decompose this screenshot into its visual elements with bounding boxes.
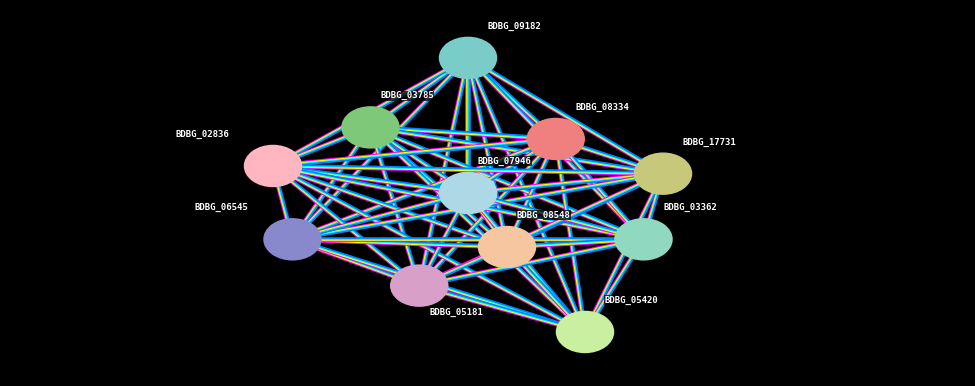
Ellipse shape — [390, 264, 448, 307]
Text: BDBG_17731: BDBG_17731 — [682, 137, 736, 147]
Text: BDBG_05181: BDBG_05181 — [429, 307, 483, 317]
Ellipse shape — [263, 218, 322, 261]
Text: BDBG_08334: BDBG_08334 — [575, 103, 629, 112]
Text: BDBG_03362: BDBG_03362 — [663, 203, 717, 212]
Text: BDBG_07946: BDBG_07946 — [478, 157, 531, 166]
Ellipse shape — [634, 152, 692, 195]
Ellipse shape — [341, 106, 400, 149]
Ellipse shape — [556, 311, 614, 353]
Ellipse shape — [478, 226, 536, 268]
Text: BDBG_03785: BDBG_03785 — [380, 91, 434, 100]
Text: BDBG_02836: BDBG_02836 — [176, 130, 229, 139]
Ellipse shape — [526, 118, 585, 160]
Ellipse shape — [244, 145, 302, 187]
Text: BDBG_05420: BDBG_05420 — [604, 296, 658, 305]
Ellipse shape — [614, 218, 673, 261]
Text: BDBG_06545: BDBG_06545 — [195, 203, 249, 212]
Text: BDBG_08548: BDBG_08548 — [517, 211, 570, 220]
Text: BDBG_09182: BDBG_09182 — [488, 22, 541, 31]
Ellipse shape — [439, 37, 497, 79]
Ellipse shape — [439, 172, 497, 214]
